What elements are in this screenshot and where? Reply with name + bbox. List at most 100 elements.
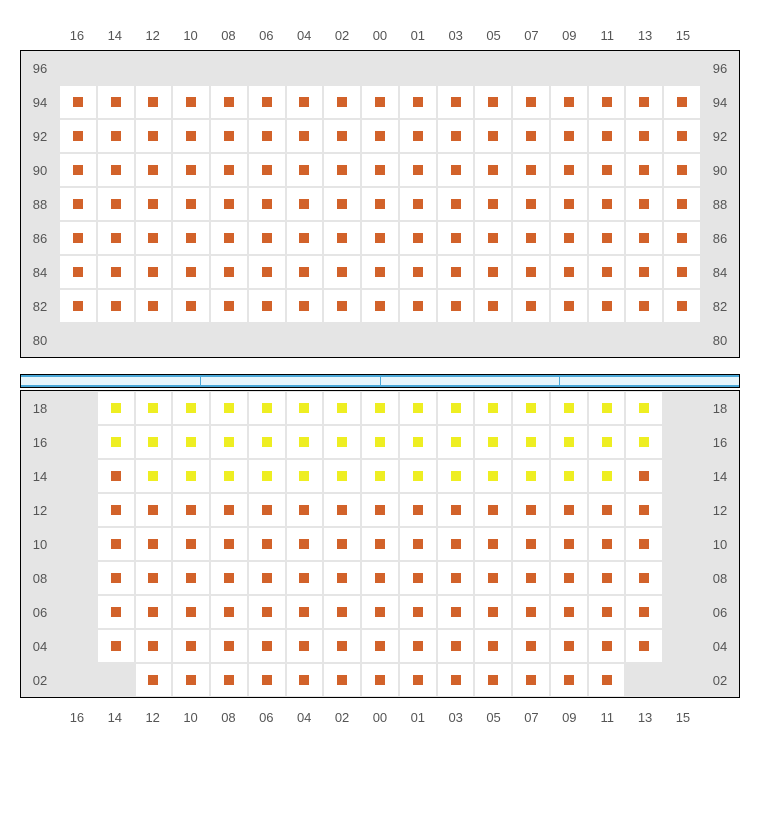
seat-cell[interactable] bbox=[550, 255, 588, 289]
seat-cell[interactable] bbox=[474, 595, 512, 629]
seat-cell[interactable] bbox=[437, 425, 475, 459]
seat-cell[interactable] bbox=[625, 85, 663, 119]
seat-cell[interactable] bbox=[172, 595, 210, 629]
seat-cell[interactable] bbox=[437, 255, 475, 289]
seat-cell[interactable] bbox=[550, 289, 588, 323]
seat-cell[interactable] bbox=[588, 255, 626, 289]
seat-cell[interactable] bbox=[210, 221, 248, 255]
seat-cell[interactable] bbox=[437, 85, 475, 119]
seat-cell[interactable] bbox=[59, 221, 97, 255]
seat-cell[interactable] bbox=[97, 119, 135, 153]
seat-cell[interactable] bbox=[588, 119, 626, 153]
seat-cell[interactable] bbox=[512, 119, 550, 153]
seat-cell[interactable] bbox=[97, 561, 135, 595]
seat-cell[interactable] bbox=[588, 391, 626, 425]
seat-cell[interactable] bbox=[59, 289, 97, 323]
seat-cell[interactable] bbox=[361, 221, 399, 255]
seat-cell[interactable] bbox=[172, 391, 210, 425]
seat-cell[interactable] bbox=[361, 493, 399, 527]
seat-cell[interactable] bbox=[248, 629, 286, 663]
seat-cell[interactable] bbox=[399, 629, 437, 663]
seat-cell[interactable] bbox=[512, 391, 550, 425]
seat-cell[interactable] bbox=[323, 153, 361, 187]
seat-cell[interactable] bbox=[172, 493, 210, 527]
seat-cell[interactable] bbox=[550, 493, 588, 527]
seat-cell[interactable] bbox=[286, 561, 324, 595]
seat-cell[interactable] bbox=[361, 255, 399, 289]
seat-cell[interactable] bbox=[361, 187, 399, 221]
seat-cell[interactable] bbox=[323, 493, 361, 527]
seat-cell[interactable] bbox=[512, 221, 550, 255]
seat-cell[interactable] bbox=[512, 425, 550, 459]
seat-cell[interactable] bbox=[625, 391, 663, 425]
seat-cell[interactable] bbox=[550, 187, 588, 221]
seat-cell[interactable] bbox=[474, 289, 512, 323]
seat-cell[interactable] bbox=[588, 561, 626, 595]
seat-cell[interactable] bbox=[625, 493, 663, 527]
seat-cell[interactable] bbox=[399, 255, 437, 289]
seat-cell[interactable] bbox=[135, 493, 173, 527]
seat-cell[interactable] bbox=[437, 527, 475, 561]
seat-cell[interactable] bbox=[97, 391, 135, 425]
seat-cell[interactable] bbox=[210, 663, 248, 697]
seat-cell[interactable] bbox=[399, 391, 437, 425]
seat-cell[interactable] bbox=[248, 561, 286, 595]
seat-cell[interactable] bbox=[172, 153, 210, 187]
seat-cell[interactable] bbox=[97, 85, 135, 119]
seat-cell[interactable] bbox=[399, 289, 437, 323]
seat-cell[interactable] bbox=[437, 391, 475, 425]
seat-cell[interactable] bbox=[323, 85, 361, 119]
seat-cell[interactable] bbox=[135, 595, 173, 629]
seat-cell[interactable] bbox=[172, 561, 210, 595]
seat-cell[interactable] bbox=[97, 221, 135, 255]
seat-cell[interactable] bbox=[248, 153, 286, 187]
seat-cell[interactable] bbox=[437, 493, 475, 527]
seat-cell[interactable] bbox=[625, 153, 663, 187]
seat-cell[interactable] bbox=[97, 255, 135, 289]
seat-cell[interactable] bbox=[474, 459, 512, 493]
seat-cell[interactable] bbox=[437, 561, 475, 595]
seat-cell[interactable] bbox=[59, 255, 97, 289]
seat-cell[interactable] bbox=[512, 595, 550, 629]
seat-cell[interactable] bbox=[323, 663, 361, 697]
seat-cell[interactable] bbox=[323, 629, 361, 663]
seat-cell[interactable] bbox=[361, 425, 399, 459]
seat-cell[interactable] bbox=[172, 425, 210, 459]
seat-cell[interactable] bbox=[399, 595, 437, 629]
seat-cell[interactable] bbox=[437, 153, 475, 187]
seat-cell[interactable] bbox=[663, 221, 701, 255]
seat-cell[interactable] bbox=[550, 221, 588, 255]
seat-cell[interactable] bbox=[437, 289, 475, 323]
seat-cell[interactable] bbox=[512, 255, 550, 289]
seat-cell[interactable] bbox=[286, 425, 324, 459]
seat-cell[interactable] bbox=[172, 663, 210, 697]
seat-cell[interactable] bbox=[550, 459, 588, 493]
seat-cell[interactable] bbox=[474, 663, 512, 697]
seat-cell[interactable] bbox=[361, 459, 399, 493]
seat-cell[interactable] bbox=[550, 663, 588, 697]
seat-cell[interactable] bbox=[286, 629, 324, 663]
seat-cell[interactable] bbox=[248, 493, 286, 527]
seat-cell[interactable] bbox=[474, 629, 512, 663]
seat-cell[interactable] bbox=[172, 289, 210, 323]
seat-cell[interactable] bbox=[248, 595, 286, 629]
seat-cell[interactable] bbox=[135, 391, 173, 425]
seat-cell[interactable] bbox=[399, 85, 437, 119]
seat-cell[interactable] bbox=[361, 595, 399, 629]
seat-cell[interactable] bbox=[97, 153, 135, 187]
seat-cell[interactable] bbox=[361, 561, 399, 595]
seat-cell[interactable] bbox=[172, 629, 210, 663]
seat-cell[interactable] bbox=[135, 119, 173, 153]
seat-cell[interactable] bbox=[550, 391, 588, 425]
seat-cell[interactable] bbox=[437, 595, 475, 629]
seat-cell[interactable] bbox=[625, 595, 663, 629]
seat-cell[interactable] bbox=[323, 187, 361, 221]
seat-cell[interactable] bbox=[588, 425, 626, 459]
seat-cell[interactable] bbox=[550, 119, 588, 153]
seat-cell[interactable] bbox=[625, 255, 663, 289]
seat-cell[interactable] bbox=[248, 187, 286, 221]
seat-cell[interactable] bbox=[361, 289, 399, 323]
seat-cell[interactable] bbox=[437, 663, 475, 697]
seat-cell[interactable] bbox=[474, 391, 512, 425]
seat-cell[interactable] bbox=[323, 289, 361, 323]
